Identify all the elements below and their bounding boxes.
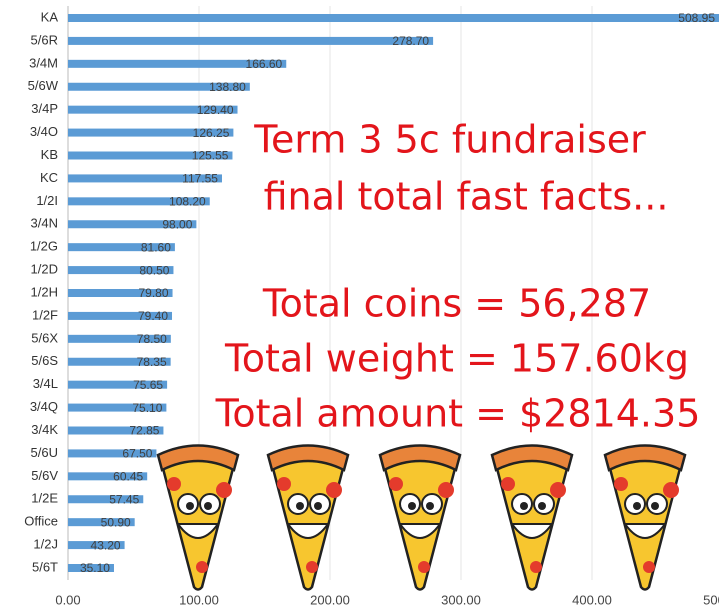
- value-label: 98.00: [162, 217, 192, 231]
- annotation-text: Total weight = 157.60kg: [224, 337, 689, 381]
- chart: 0.00 100.00 200.00 300.00 400.00 500.00 KA 508.…: [0, 0, 719, 612]
- value-label: 138.80: [209, 80, 246, 94]
- y-tick-label: 5/6S: [31, 353, 58, 368]
- y-tick-label: 5/6V: [31, 468, 58, 483]
- value-label: 60.45: [113, 470, 143, 484]
- annotation-text: Term 3 5c fundraiser: [253, 118, 646, 162]
- pizza-decorations: [158, 446, 685, 590]
- y-tick-label: 3/4O: [30, 124, 58, 139]
- y-tick-label: 1/2I: [36, 193, 58, 208]
- value-label: 129.40: [197, 103, 234, 117]
- y-tick-label: 1/2G: [30, 239, 58, 254]
- y-tick-label: 3/4K: [31, 422, 58, 437]
- y-tick-label: 1/2E: [31, 491, 58, 506]
- y-tick-label: 5/6W: [28, 78, 59, 93]
- y-tick-label: KC: [40, 170, 58, 185]
- bar: [68, 14, 719, 22]
- value-label: 79.80: [139, 286, 169, 300]
- value-label: 57.45: [109, 492, 139, 506]
- x-tick-label: 200.00: [310, 592, 350, 607]
- value-label: 78.50: [137, 332, 167, 346]
- y-tick-label: 5/6T: [32, 559, 58, 574]
- value-label: 117.55: [182, 172, 218, 186]
- value-label: 126.25: [193, 126, 230, 140]
- y-tick-label: 1/2F: [32, 307, 58, 322]
- value-label: 50.90: [101, 515, 131, 529]
- value-label: 43.20: [91, 538, 121, 552]
- value-label: 166.60: [246, 57, 283, 71]
- x-tick-label: 400.00: [572, 592, 612, 607]
- x-tick-label: 500.00: [703, 592, 719, 607]
- annotation-text: final total fast facts...: [264, 175, 669, 219]
- y-tick-label: 5/6R: [31, 32, 58, 47]
- y-tick-label: 5/6U: [31, 445, 58, 460]
- y-tick-label: 1/2J: [33, 537, 58, 552]
- value-label: 67.50: [122, 447, 152, 461]
- value-label: 278.70: [392, 34, 429, 48]
- y-tick-label: 1/2H: [31, 284, 58, 299]
- value-label: 75.65: [133, 378, 163, 392]
- y-tick-label: 3/4M: [29, 55, 58, 70]
- value-label: 75.10: [132, 401, 162, 415]
- y-tick-label: 3/4Q: [30, 399, 58, 414]
- value-label: 81.60: [141, 240, 171, 254]
- y-tick-label: KA: [41, 9, 59, 24]
- y-tick-label: 1/2D: [31, 262, 58, 277]
- annotation-text: Total coins = 56,287: [262, 282, 651, 326]
- value-label: 78.35: [137, 355, 167, 369]
- pizza-icon: [605, 446, 685, 590]
- value-label: 80.50: [139, 263, 169, 277]
- y-tick-label: KB: [41, 147, 58, 162]
- y-tick-label: 3/4P: [31, 101, 58, 116]
- value-label: 79.40: [138, 309, 168, 323]
- y-tick-label: Office: [24, 514, 58, 529]
- y-tick-label: 3/4L: [33, 376, 58, 391]
- pizza-icon: [268, 446, 348, 590]
- value-label: 125.55: [192, 149, 229, 163]
- value-label: 508.95: [678, 11, 715, 25]
- value-label: 35.10: [80, 561, 110, 575]
- value-label: 108.20: [169, 195, 206, 209]
- x-tick-label: 0.00: [55, 592, 80, 607]
- pizza-icon: [380, 446, 460, 590]
- y-tick-label: 5/6X: [31, 330, 58, 345]
- x-tick-label: 300.00: [441, 592, 481, 607]
- value-label: 72.85: [129, 424, 159, 438]
- pizza-icon: [158, 446, 238, 590]
- bar: [68, 37, 433, 45]
- y-tick-label: 3/4N: [31, 216, 58, 231]
- annotation-text: Total amount = $2814.35: [215, 392, 701, 436]
- pizza-icon: [492, 446, 572, 590]
- x-tick-label: 100.00: [179, 592, 219, 607]
